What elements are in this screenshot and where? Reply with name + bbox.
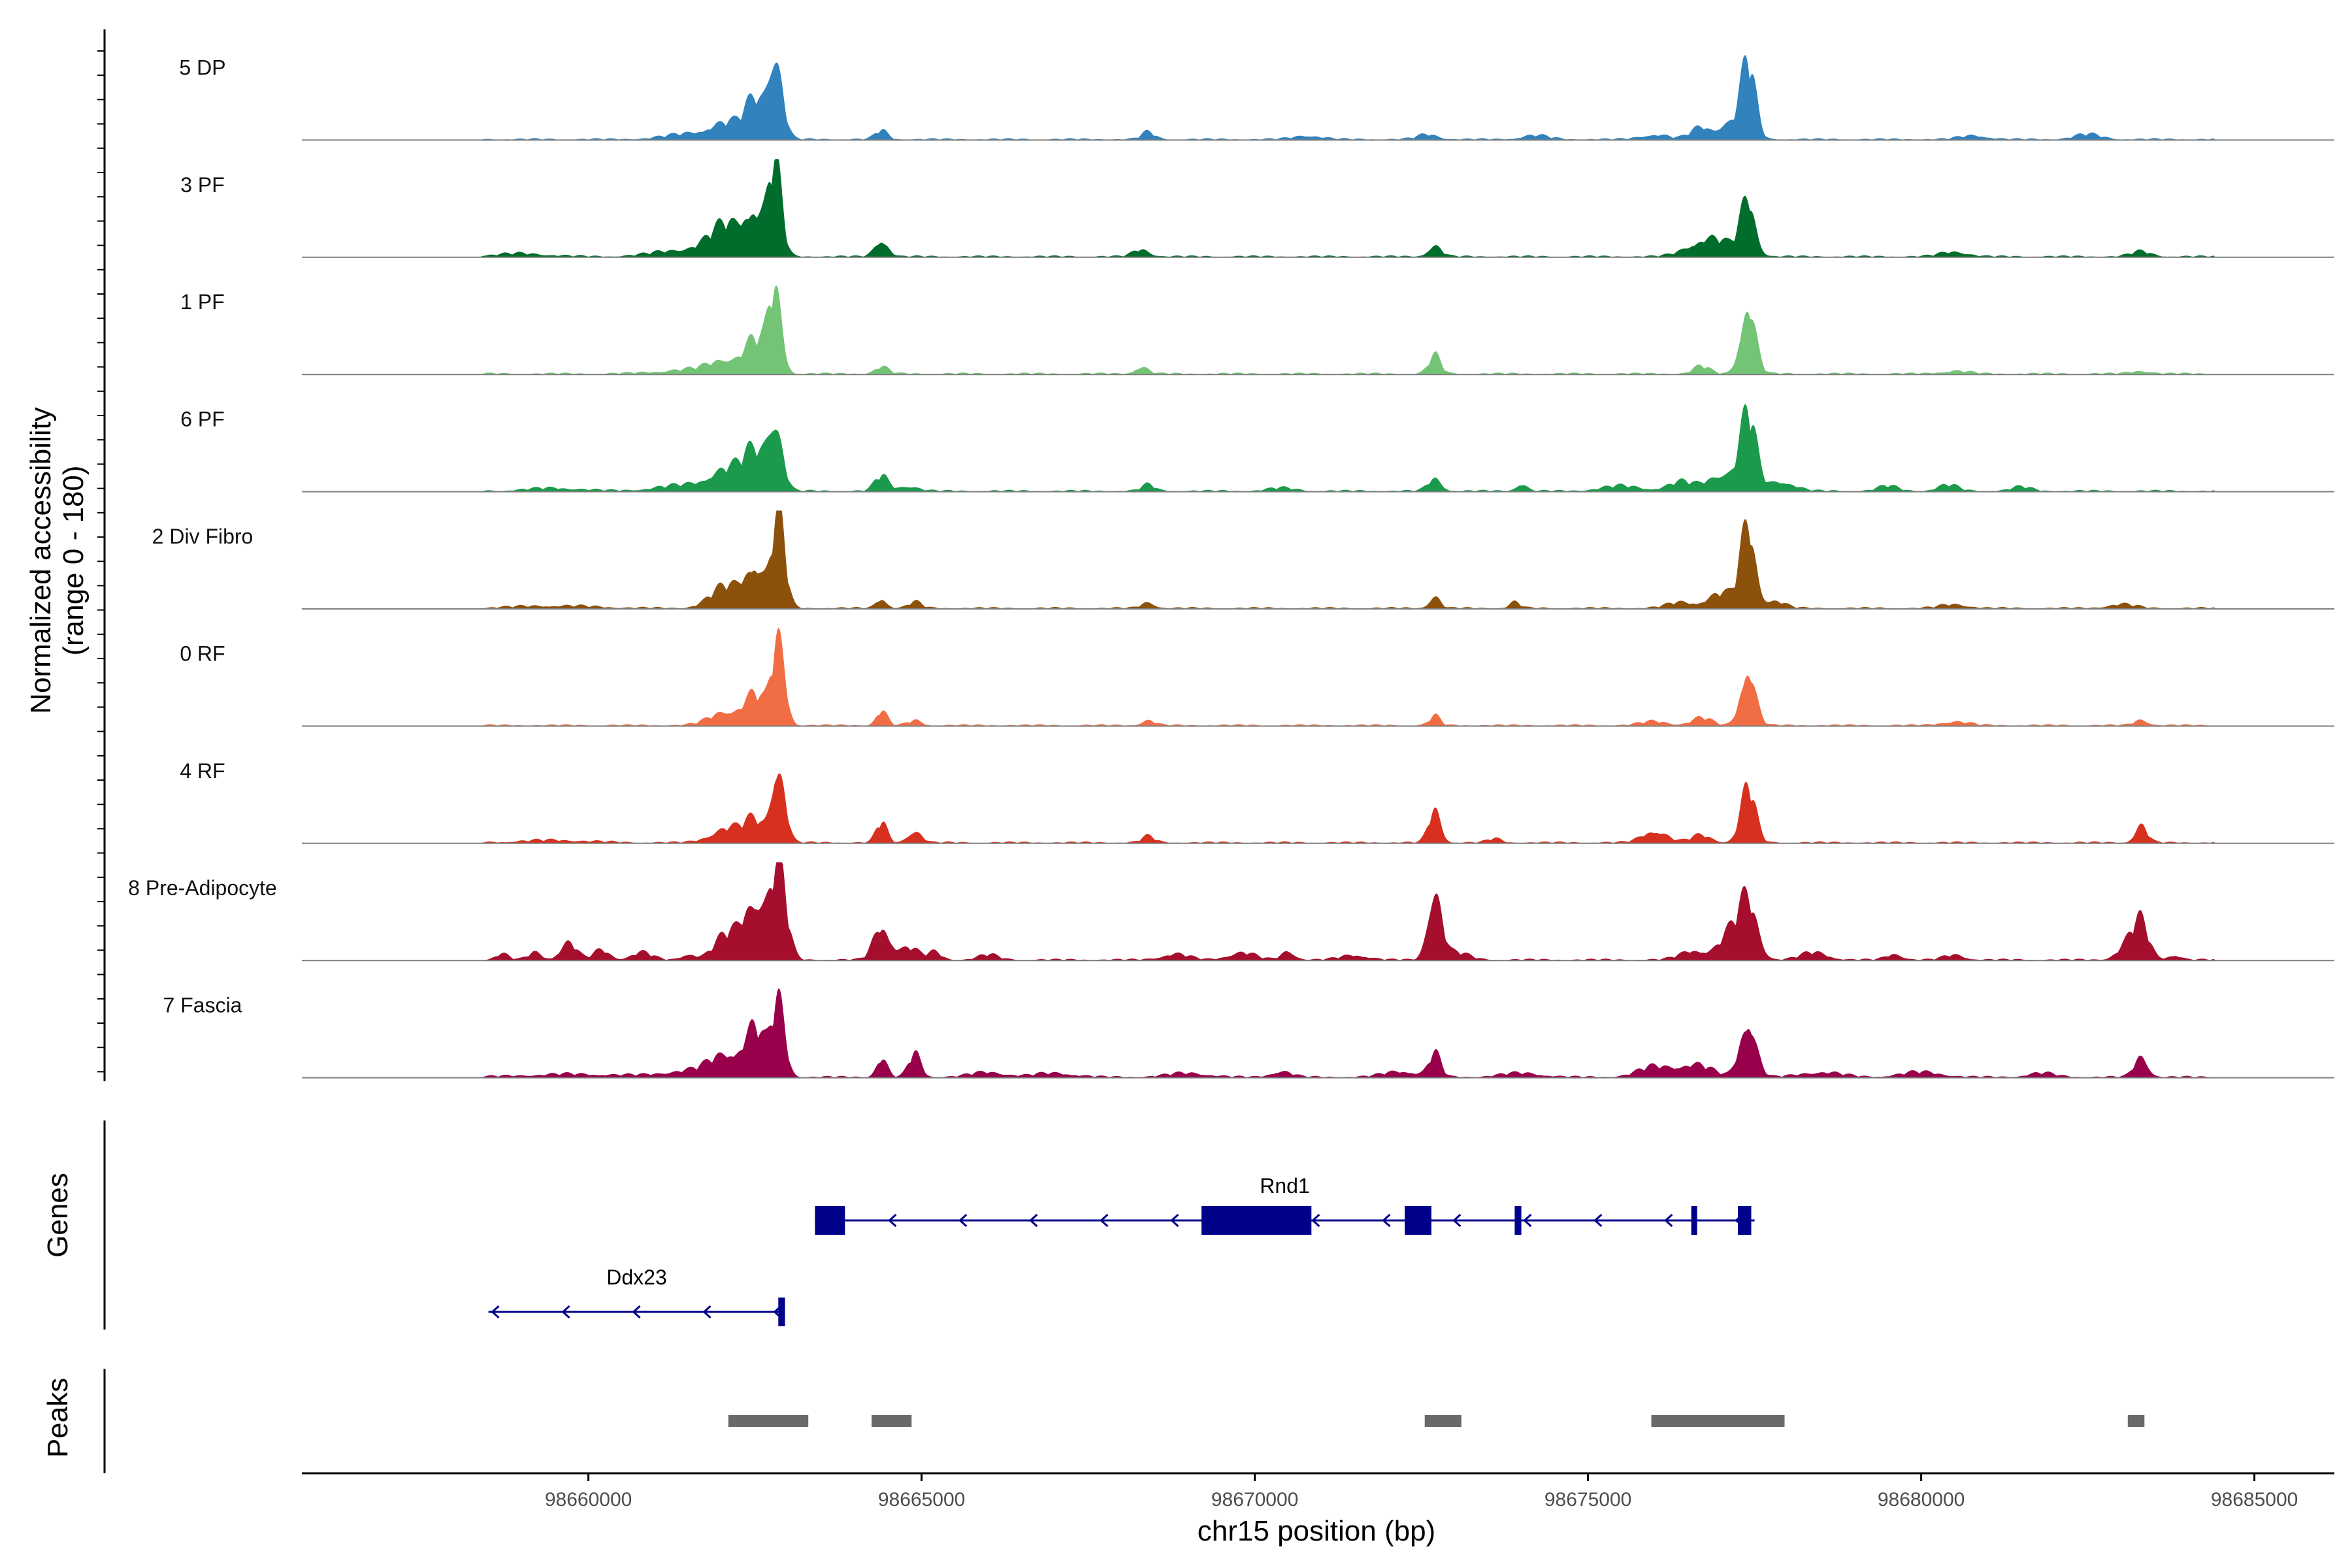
gene-exon [815, 1206, 845, 1235]
x-tick-label: 98685000 [2211, 1489, 2298, 1511]
peak-region [2127, 1415, 2145, 1427]
gene-exon [1738, 1206, 1752, 1235]
strand-arrow [1100, 1213, 1109, 1228]
track-label: 2 Div Fibro [152, 525, 253, 548]
y-axis-title-line2: (range 0 - 180) [57, 465, 90, 655]
strand-arrow [632, 1305, 641, 1319]
track-9: 7 Fascia [163, 988, 2334, 1079]
track-7: 4 RF [180, 759, 2334, 844]
strand-arrow [1452, 1213, 1462, 1228]
gene-label: Rnd1 [1260, 1174, 1310, 1198]
track-label: 3 PF [180, 173, 225, 197]
coverage-area [481, 862, 2215, 961]
track-5: 2 Div Fibro [152, 510, 2334, 610]
strand-arrow [1664, 1213, 1673, 1228]
gene-exon [1691, 1206, 1697, 1235]
x-tick-label: 98660000 [545, 1489, 632, 1511]
coverage-tracks: 5 DP 3 PF 1 PF 6 PF 2 Div Fibro 0 RF 4 RF 8 Pre… [128, 55, 2334, 1079]
track-1: 5 DP [179, 55, 2334, 141]
strand-arrow [888, 1213, 897, 1228]
genes-panel-title: Genes [42, 1173, 74, 1258]
strand-arrow [1311, 1213, 1320, 1228]
track-6: 0 RF [180, 627, 2334, 727]
gene-label: Ddx23 [606, 1266, 667, 1289]
track-label: 4 RF [180, 759, 225, 783]
x-axis-title: chr15 position (bp) [1198, 1515, 1435, 1547]
track-4: 6 PF [180, 404, 2334, 493]
y-axis-title-line1: Normalized accessibility [25, 407, 57, 713]
strand-arrow [1029, 1213, 1038, 1228]
strand-arrow [1170, 1213, 1179, 1228]
gene-exon [1514, 1206, 1522, 1235]
track-label: 8 Pre-Adipocyte [128, 876, 277, 900]
genes-panel: Rnd1 Ddx23 [488, 1174, 1755, 1326]
strand-arrow [1382, 1213, 1391, 1228]
track-2: 3 PF [180, 159, 2334, 258]
x-tick-label: 98680000 [1878, 1489, 1965, 1511]
x-axis-ticks: 98660000 98665000 98670000 98675000 98680000… [545, 1473, 2298, 1511]
coverage-area [481, 286, 2215, 375]
strand-arrow [1523, 1213, 1532, 1228]
track-8: 8 Pre-Adipocyte [128, 862, 2334, 962]
strand-arrow [561, 1305, 570, 1319]
track-label: 5 DP [179, 56, 225, 79]
coverage-area [481, 404, 2215, 493]
gene-exon [1201, 1206, 1312, 1235]
strand-arrow [1593, 1213, 1603, 1228]
peak-region [1424, 1415, 1462, 1427]
x-tick-label: 98675000 [1544, 1489, 1631, 1511]
track-label: 7 Fascia [163, 994, 242, 1017]
peak-region [728, 1415, 809, 1427]
gene-exon [778, 1298, 785, 1326]
track-label: 6 PF [180, 408, 225, 431]
track-3: 1 PF [180, 286, 2334, 376]
peaks-panel-title: Peaks [42, 1378, 74, 1458]
gene-ddx23: Ddx23 [488, 1266, 785, 1326]
peak-region [1651, 1415, 1785, 1427]
strand-arrow [702, 1305, 711, 1319]
track-label: 1 PF [180, 290, 225, 314]
peaks-panel [728, 1415, 2145, 1427]
track-label: 0 RF [180, 642, 225, 665]
strand-arrow [491, 1305, 500, 1319]
y-axis-ticks [97, 50, 105, 1073]
peak-region [872, 1415, 912, 1427]
x-tick-label: 98665000 [878, 1489, 965, 1511]
x-tick-label: 98670000 [1211, 1489, 1298, 1511]
gene-exon [1405, 1206, 1431, 1235]
strand-arrow [958, 1213, 968, 1228]
gene-rnd1: Rnd1 [815, 1174, 1755, 1235]
